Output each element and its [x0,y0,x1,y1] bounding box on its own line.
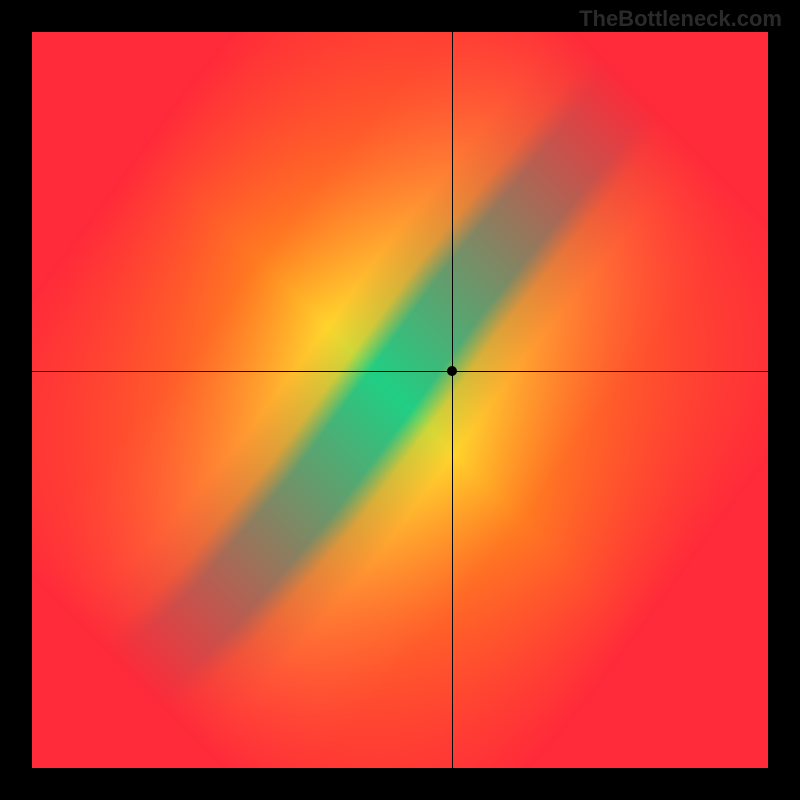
chart-area [32,32,768,768]
crosshair-horizontal [32,371,768,372]
heatmap-canvas [32,32,768,768]
watermark-text: TheBottleneck.com [579,6,782,32]
chart-container: TheBottleneck.com [0,0,800,800]
crosshair-vertical [452,32,453,768]
marker-point [447,366,457,376]
